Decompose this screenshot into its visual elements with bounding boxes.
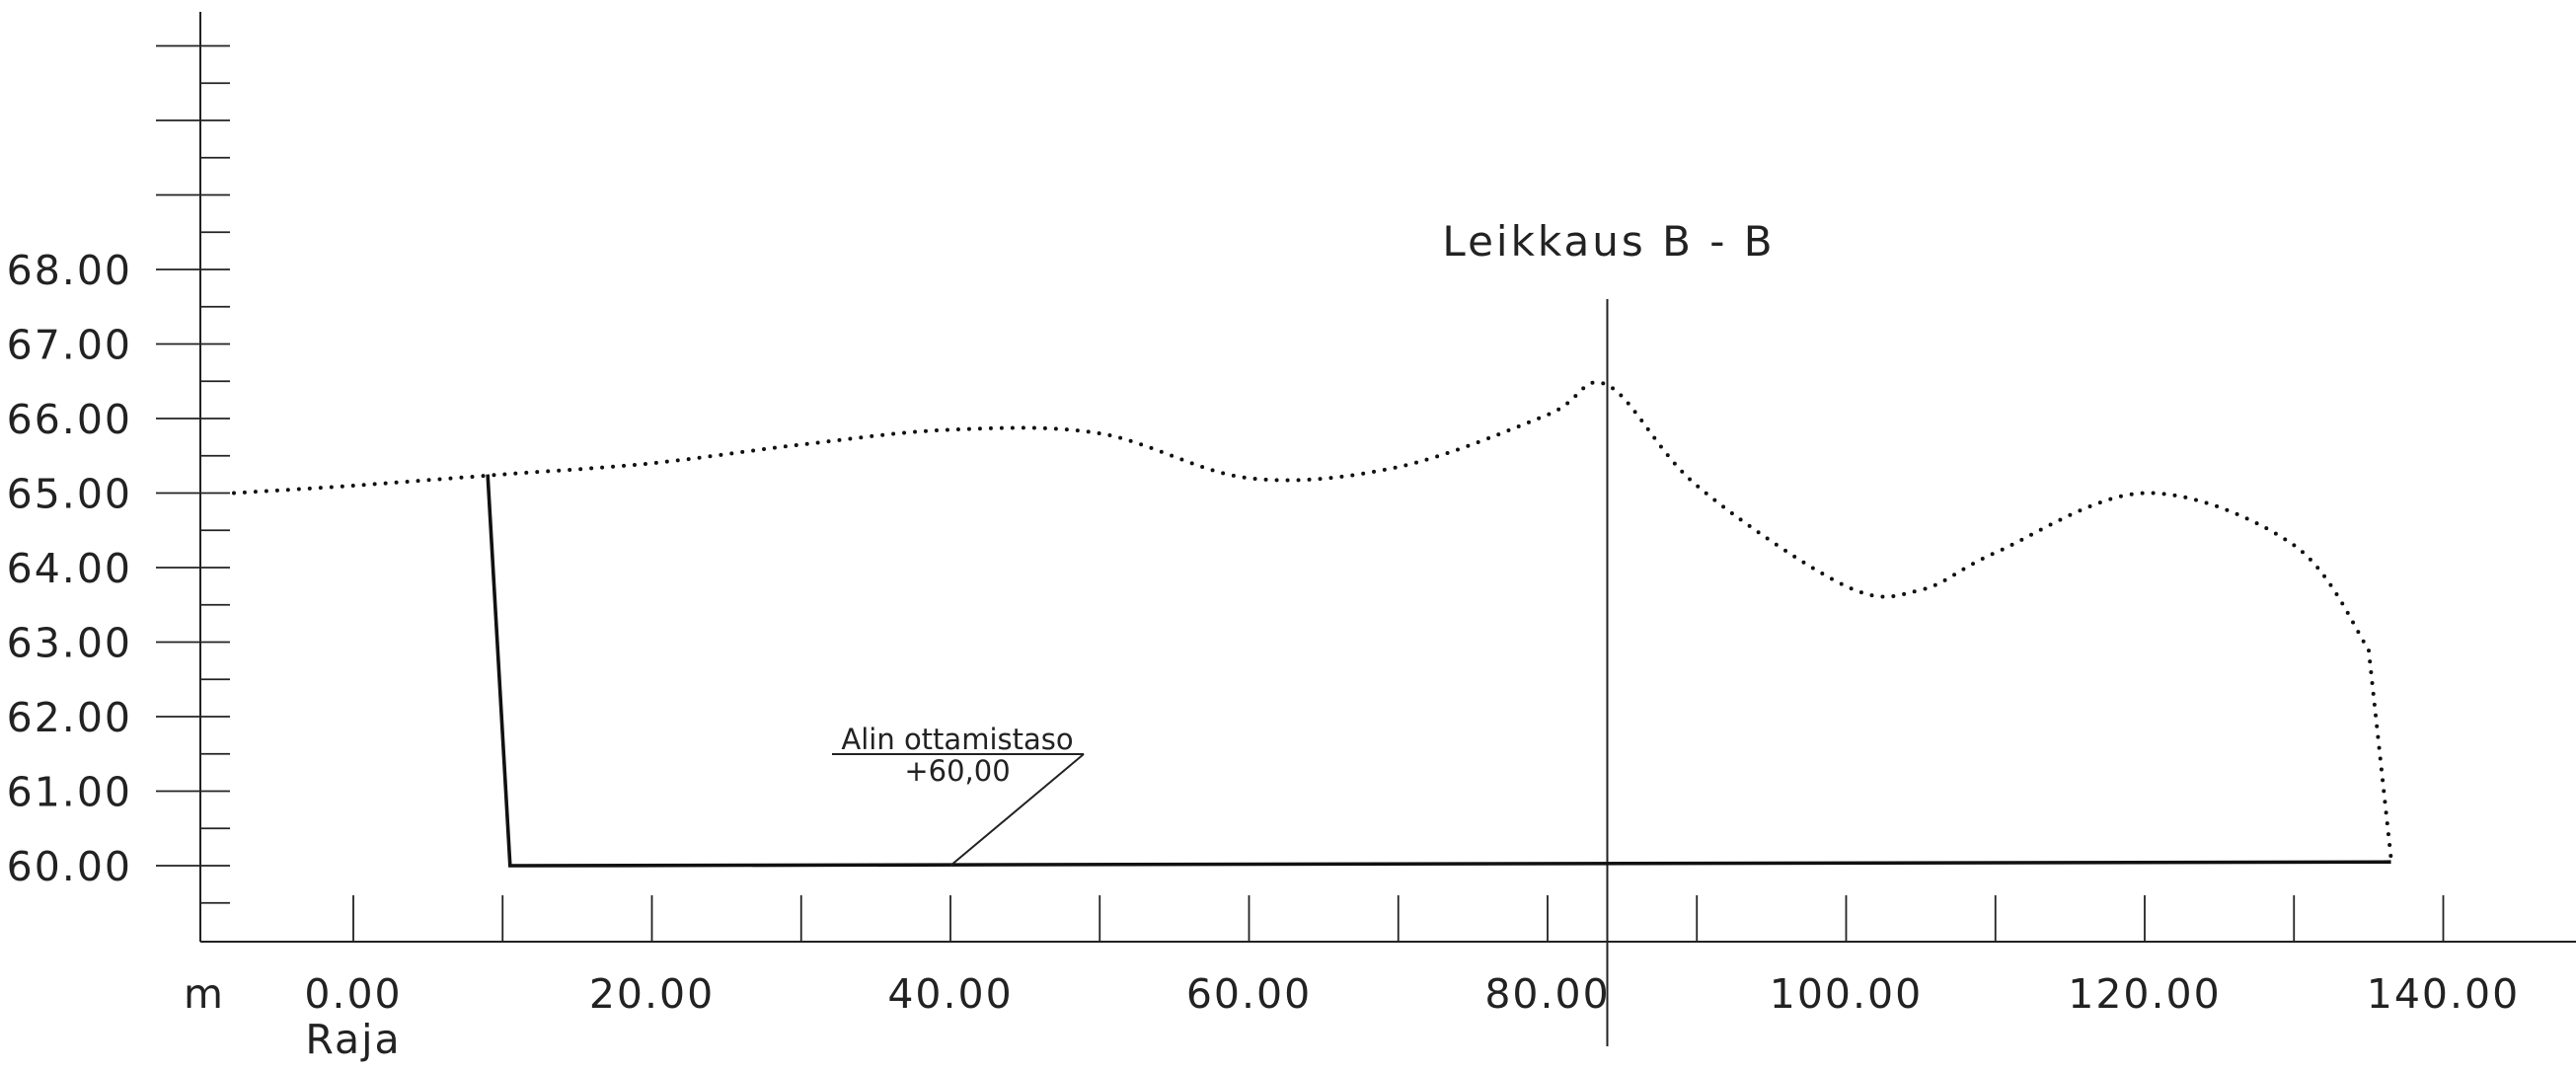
section-title: Leikkaus B - B bbox=[1442, 217, 1775, 266]
x-ticks bbox=[352, 895, 2445, 942]
x-tick-label: 40.00 bbox=[887, 970, 1013, 1018]
x-tick-label: 80.00 bbox=[1484, 970, 1610, 1018]
y-tick-label: 65.00 bbox=[7, 471, 132, 518]
x-tick-label: 120.00 bbox=[2068, 970, 2221, 1018]
x-tick-label: 140.00 bbox=[2367, 970, 2520, 1018]
excavation-line bbox=[486, 474, 2391, 868]
x-tick-label: 100.00 bbox=[1770, 970, 1923, 1018]
boundary-label: Raja bbox=[305, 1016, 401, 1063]
y-tick-labels: 60.00 61.00 62.00 63.00 64.00 65.00 66.00 67.00… bbox=[7, 247, 132, 890]
x-tick-label: 20.00 bbox=[589, 970, 715, 1018]
x-tick-label: 60.00 bbox=[1186, 970, 1312, 1018]
x-tick-labels: 0.00 20.00 40.00 60.00 80.00 100.00 120.00 140.… bbox=[304, 970, 2520, 1018]
y-tick-label: 60.00 bbox=[7, 843, 132, 890]
y-tick-label: 62.00 bbox=[7, 694, 132, 741]
ground-profile-line bbox=[232, 380, 2393, 861]
annotation-line2: +60,00 bbox=[904, 754, 1010, 788]
annotation: Alin ottamistaso +60,00 bbox=[832, 723, 1085, 867]
x-tick-label: 0.00 bbox=[304, 970, 402, 1018]
y-tick-label: 63.00 bbox=[7, 620, 132, 667]
y-tick-label: 61.00 bbox=[7, 769, 132, 816]
y-tick-label: 66.00 bbox=[7, 396, 132, 443]
y-tick-label: 64.00 bbox=[7, 545, 132, 592]
y-ticks bbox=[156, 44, 230, 904]
y-tick-label: 67.00 bbox=[7, 322, 132, 369]
annotation-leader bbox=[949, 753, 1085, 867]
y-tick-label: 68.00 bbox=[7, 247, 132, 294]
annotation-line1: Alin ottamistaso bbox=[841, 723, 1073, 756]
x-unit-label: m bbox=[184, 970, 225, 1018]
axes bbox=[199, 12, 2576, 943]
